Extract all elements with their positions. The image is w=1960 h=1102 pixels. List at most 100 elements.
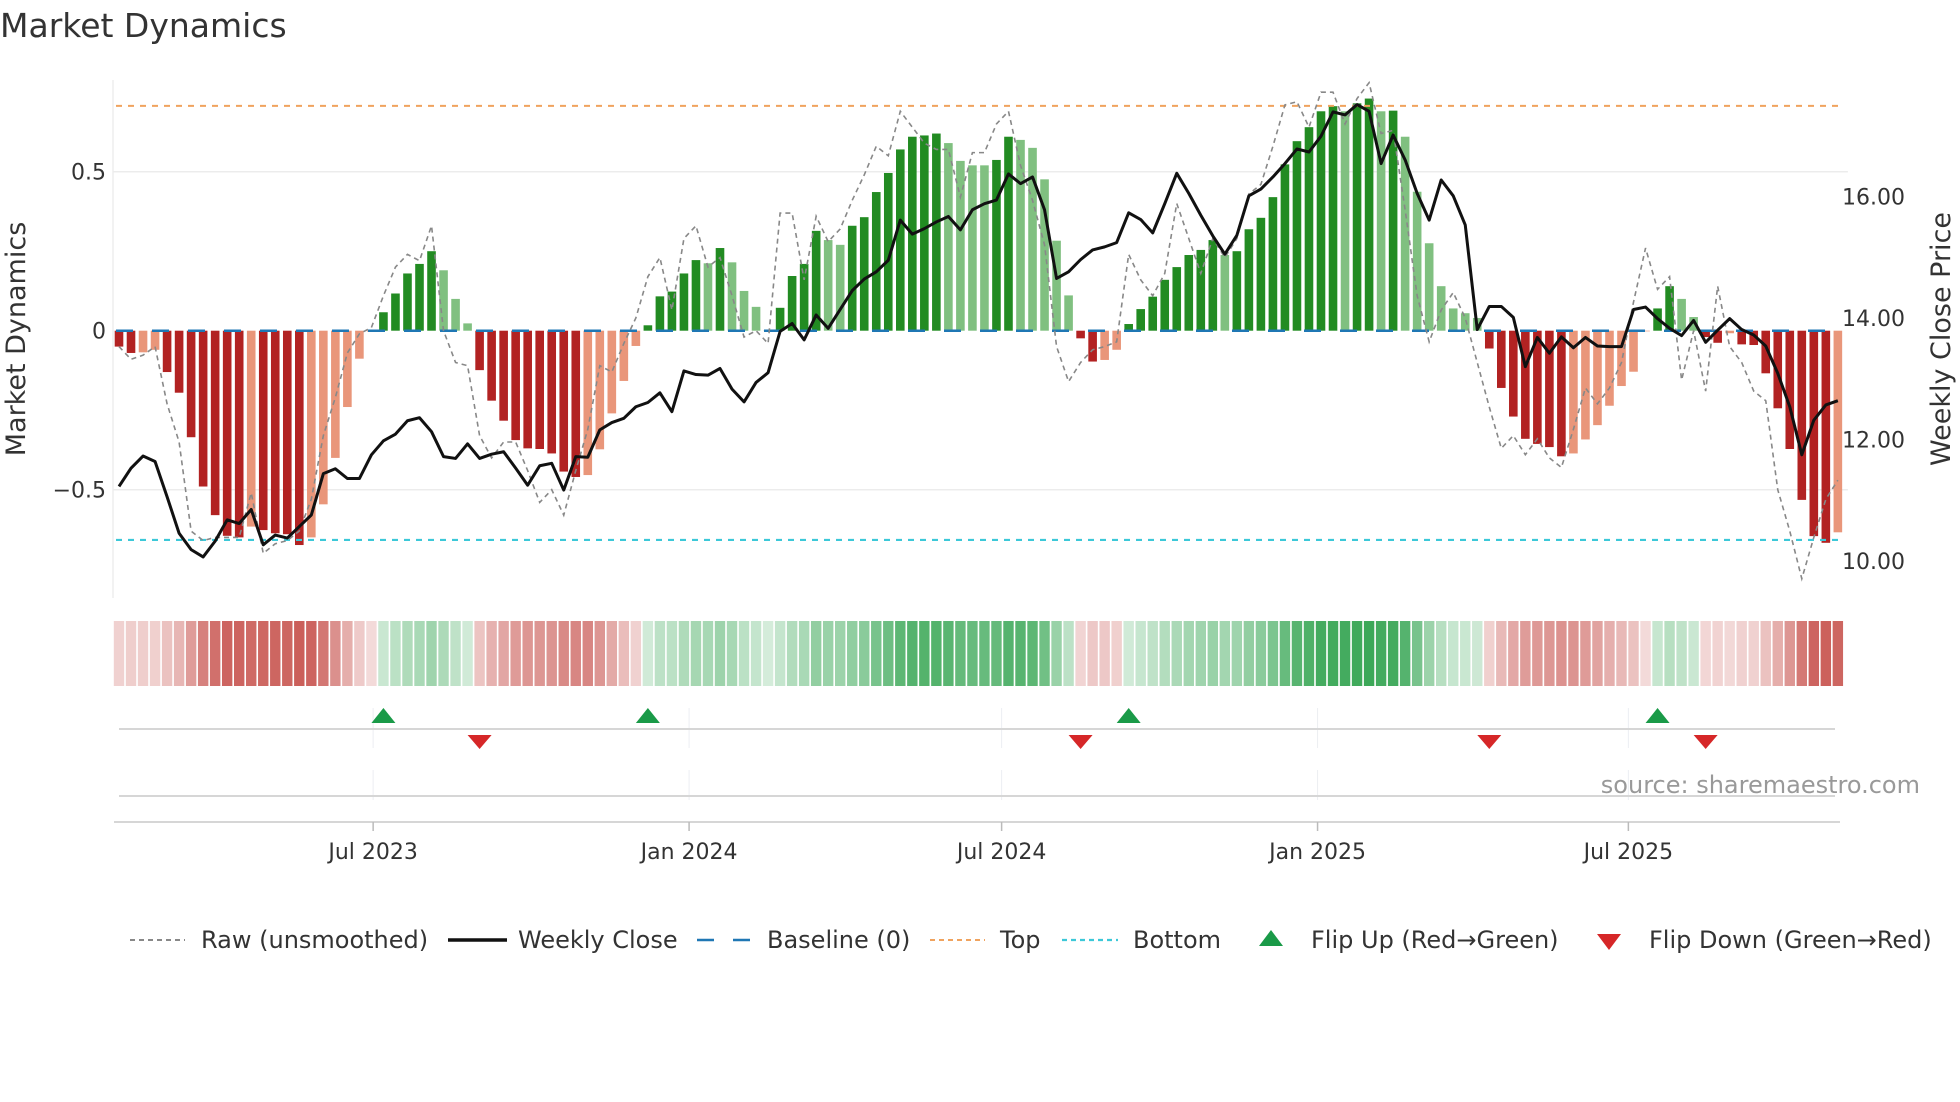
dynamics-bar — [1629, 330, 1638, 372]
heat-cell — [1099, 621, 1110, 686]
heat-cell — [1616, 621, 1627, 686]
heat-cell — [354, 621, 365, 686]
dynamics-bar — [1184, 255, 1194, 331]
heat-cell — [1772, 621, 1783, 686]
dynamics-bar — [246, 330, 256, 527]
heat-cell — [1568, 621, 1579, 686]
dynamics-bar — [403, 273, 412, 331]
heat-cell — [1652, 621, 1663, 686]
x-tick-label: Jul 2025 — [1582, 840, 1674, 865]
heat-cell — [1640, 621, 1651, 686]
heat-cell — [1123, 621, 1134, 686]
dynamics-bar — [1076, 330, 1085, 339]
heat-cell — [1015, 621, 1026, 686]
heat-cell — [931, 621, 942, 686]
heat-cell — [1255, 621, 1267, 686]
heat-cell — [1327, 621, 1339, 686]
heat-cell — [1075, 621, 1086, 686]
dynamics-bar — [1028, 147, 1037, 331]
heat-cell — [1195, 621, 1206, 686]
heat-cell — [1808, 621, 1820, 686]
heat-cell — [1436, 621, 1447, 686]
heat-cell — [822, 621, 834, 686]
y-tick-label: 0 — [92, 320, 106, 345]
dynamics-bar — [932, 133, 941, 331]
heat-cell — [714, 621, 726, 686]
dynamics-bar — [595, 330, 605, 450]
dynamics-bar — [667, 291, 677, 331]
heat-cell — [810, 621, 822, 686]
heat-cell — [318, 621, 329, 686]
heat-cell — [1051, 621, 1062, 686]
dynamics-bar — [727, 262, 737, 331]
heat-cell — [378, 621, 389, 686]
dynamics-bar — [1509, 330, 1518, 417]
legend-label-close: Weekly Close — [518, 926, 678, 954]
heat-cell — [654, 621, 666, 686]
dynamics-bar — [1605, 330, 1614, 406]
dynamics-bar — [655, 296, 665, 331]
heat-cell — [1147, 621, 1158, 686]
dynamics-bar — [703, 263, 713, 331]
heat-cell — [1532, 621, 1543, 686]
legend-label-flip-up: Flip Up (Red→Green) — [1311, 926, 1559, 954]
heat-cell — [294, 621, 305, 686]
dynamics-bar — [1593, 330, 1602, 426]
y2-axis-label: Weekly Close Price — [1926, 212, 1957, 466]
heat-cell — [1580, 621, 1591, 686]
heat-cell — [1484, 621, 1495, 686]
x-tick-label: Jan 2024 — [639, 840, 738, 865]
heat-cell — [835, 621, 846, 686]
dynamics-bar — [1749, 330, 1759, 346]
dynamics-bar — [1725, 330, 1734, 334]
dynamics-bar — [1124, 324, 1133, 331]
dynamics-bar — [1617, 330, 1626, 387]
dynamics-bar — [1641, 330, 1650, 332]
heat-cell — [570, 621, 581, 686]
dynamics-bar — [1328, 106, 1338, 331]
dynamics-bar — [1340, 111, 1350, 331]
heat-cell — [1399, 621, 1411, 686]
y2-tick-label: 16.00 — [1842, 185, 1905, 210]
heat-cell — [149, 621, 161, 686]
heat-cell — [1363, 621, 1375, 686]
heat-cell — [282, 621, 293, 686]
dynamics-bar — [1220, 255, 1230, 331]
dynamics-bar — [1665, 286, 1674, 331]
dynamics-bar — [619, 330, 629, 381]
heat-cell — [1219, 621, 1231, 686]
heat-cell — [438, 621, 449, 686]
heat-cell — [1520, 621, 1531, 686]
heat-cell — [883, 621, 894, 686]
dynamics-bar — [355, 330, 364, 359]
legend-label-top: Top — [999, 926, 1041, 954]
heat-cell — [1664, 621, 1675, 686]
heat-cell — [546, 621, 557, 686]
heat-cell — [402, 621, 413, 686]
dynamics-bar — [896, 149, 905, 331]
dynamics-bar — [992, 159, 1001, 331]
dynamics-bar — [1713, 330, 1722, 343]
heat-cell — [462, 621, 473, 686]
heat-cell — [486, 621, 497, 686]
dynamics-bar — [1773, 330, 1783, 409]
heat-cell — [1700, 621, 1711, 686]
dynamics-bar — [1268, 197, 1278, 331]
heat-cell — [955, 621, 966, 686]
dynamics-bar — [1376, 111, 1386, 331]
heat-cell — [726, 621, 738, 686]
dynamics-bar — [1460, 313, 1470, 331]
heat-cell — [1279, 621, 1291, 686]
heat-cell — [522, 621, 533, 686]
dynamics-bar — [980, 165, 989, 331]
heat-cell — [498, 621, 509, 686]
dynamics-bar — [1677, 298, 1686, 331]
heat-cell — [197, 621, 209, 686]
dynamics-bar — [1196, 249, 1206, 331]
dynamics-bar — [1388, 110, 1398, 331]
dynamics-bar — [956, 160, 965, 331]
heat-cell — [1339, 621, 1351, 686]
dynamics-bar — [1004, 136, 1013, 331]
heat-cell — [1676, 621, 1687, 686]
